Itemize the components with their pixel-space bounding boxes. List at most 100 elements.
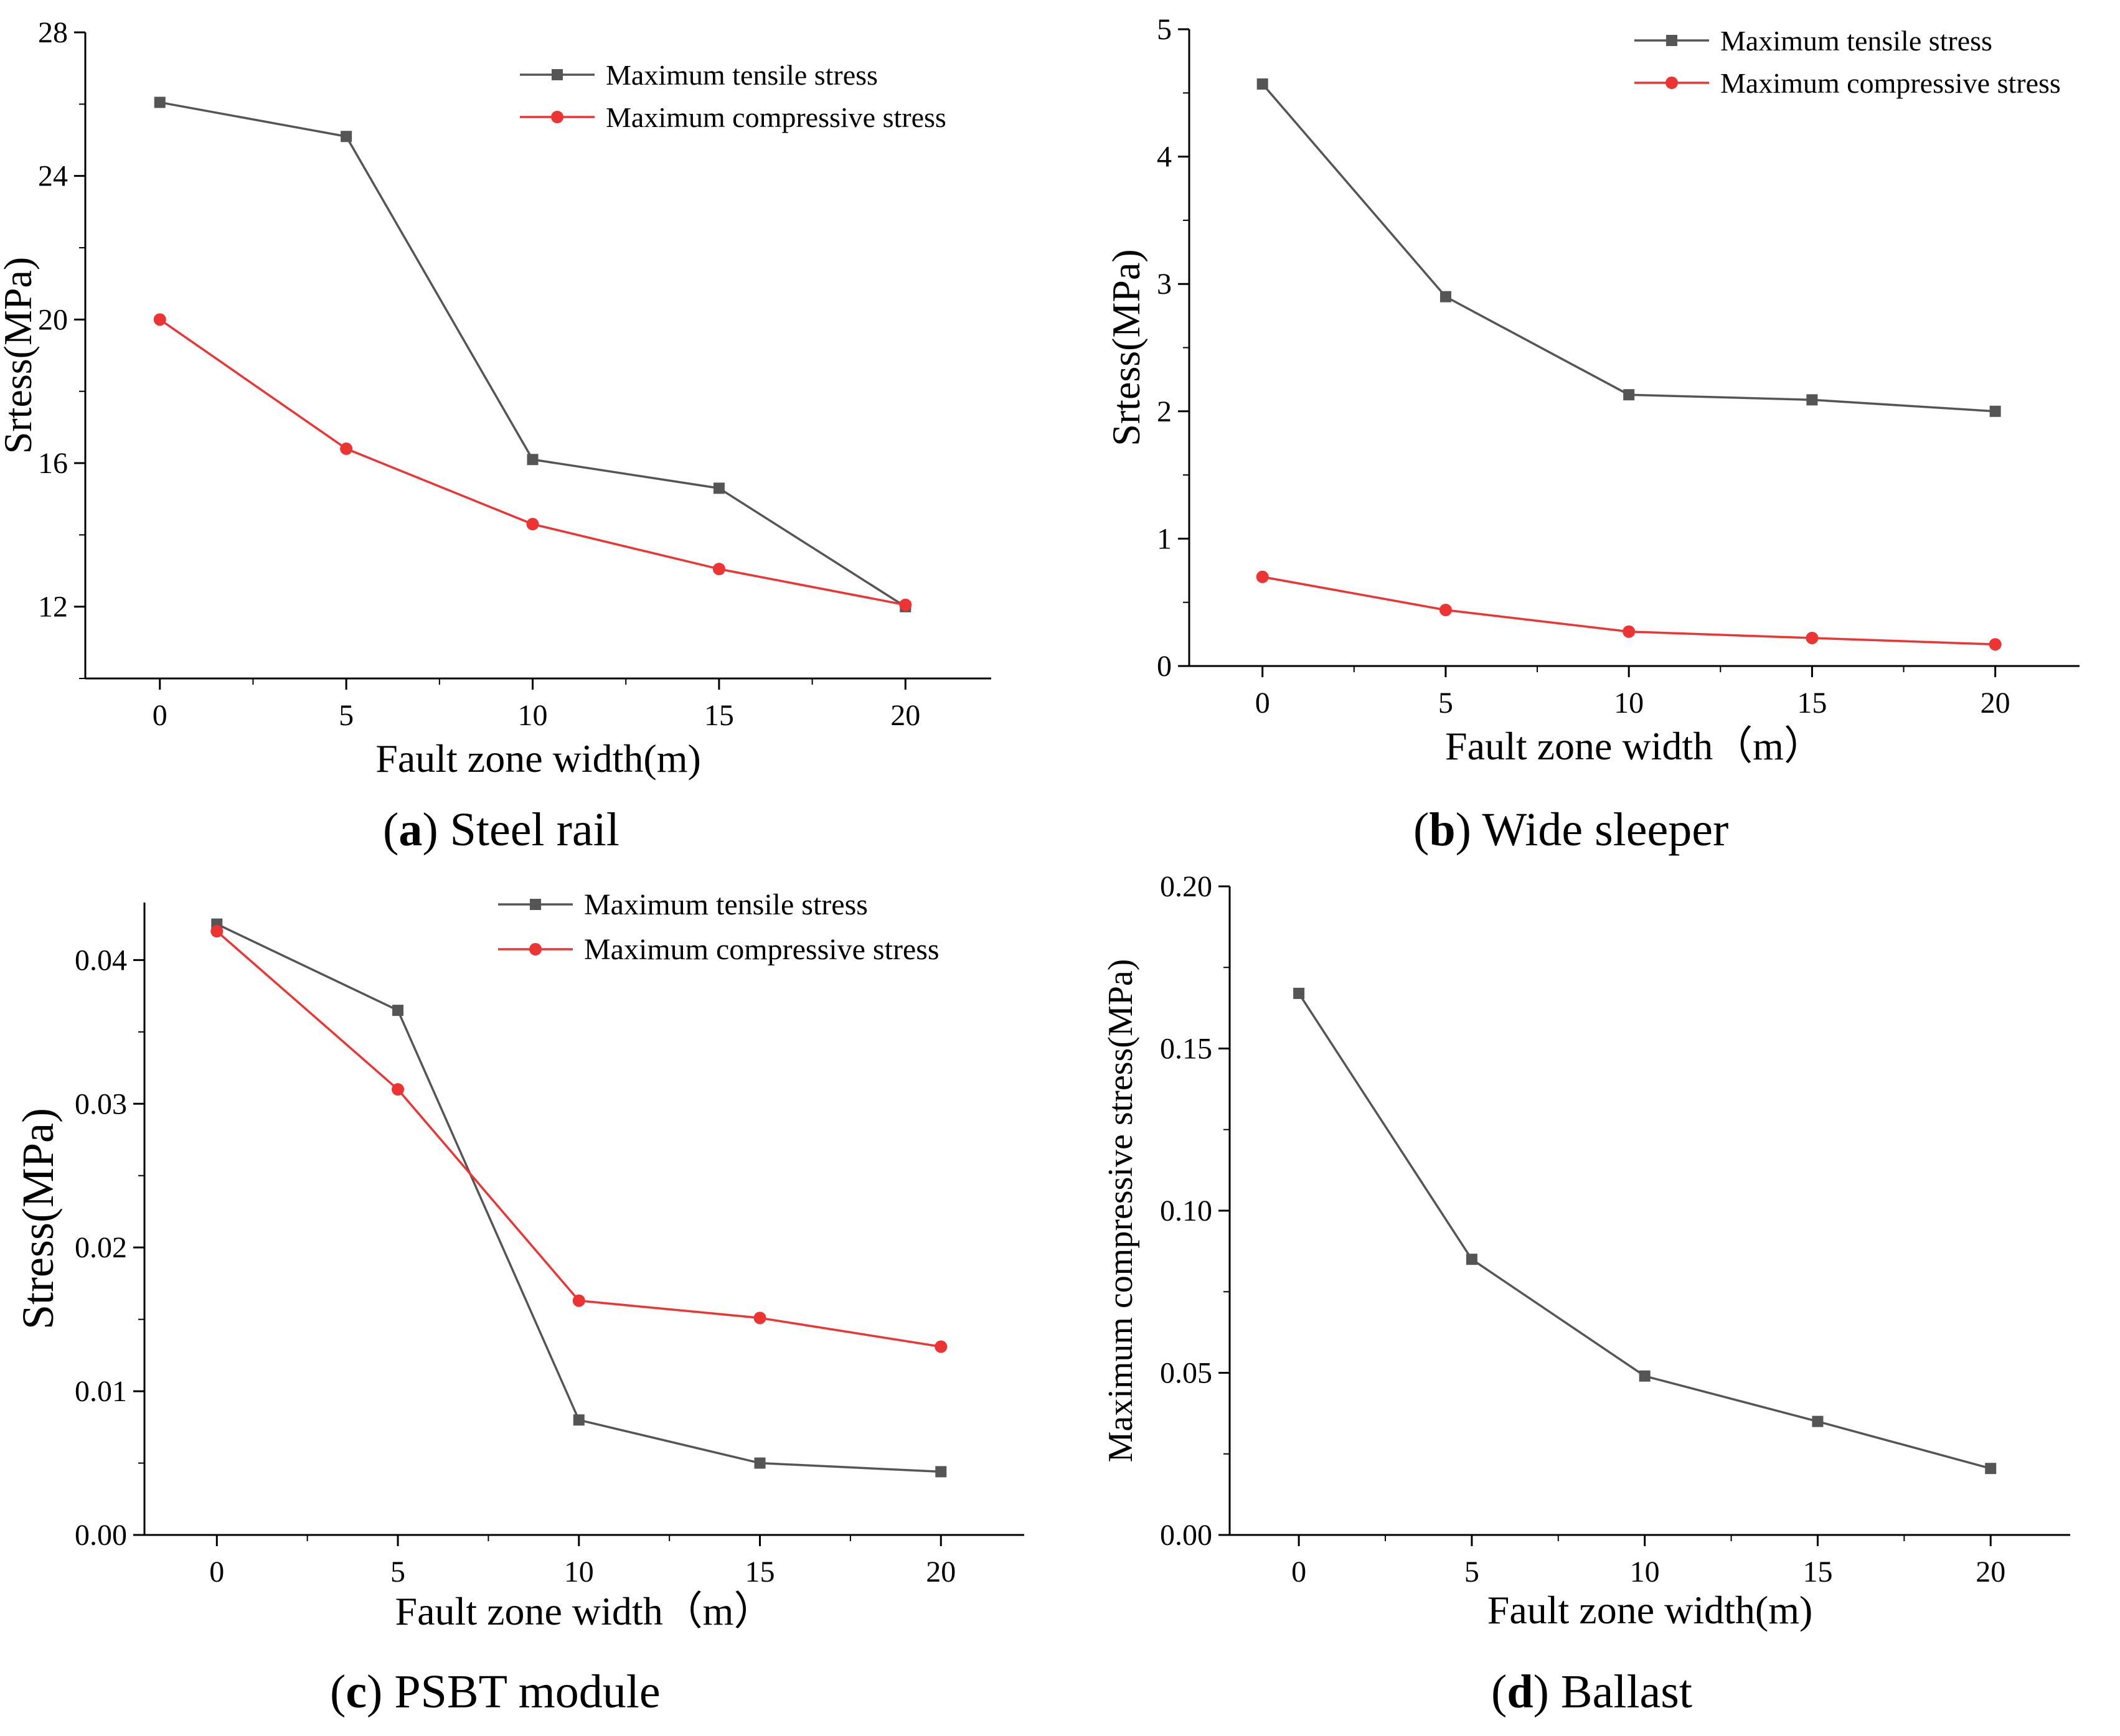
x-axis-label: Fault zone width（m） (1445, 724, 1824, 768)
x-tick-label: 15 (704, 699, 734, 732)
y-tick-label: 0.02 (75, 1231, 127, 1264)
data-point-circle (753, 1311, 766, 1325)
y-axis-label: Stress(MPa) (13, 1108, 63, 1330)
data-point-circle (153, 313, 166, 326)
data-point-circle (210, 925, 224, 938)
y-tick-label: 0.15 (1160, 1033, 1212, 1066)
x-tick-label: 0 (1291, 1555, 1306, 1588)
y-tick-label: 3 (1157, 268, 1172, 301)
caption-b-label: b (1429, 804, 1456, 856)
chart-1: 0 5 10 15 20 0 1 2 3 4 5 Fault zone width（m） Srtess(… (1104, 13, 2080, 768)
data-point-square (1985, 1463, 1997, 1475)
legend-label: Maximum tensile stress (606, 59, 878, 91)
data-point-circle (340, 442, 353, 455)
data-point-square (935, 1466, 947, 1478)
legend-label: Maximum tensile stress (1720, 25, 1992, 57)
y-tick-label: 0.01 (75, 1375, 127, 1408)
data-point-circle (1623, 625, 1636, 638)
data-point-circle (1806, 631, 1819, 644)
y-tick-label: 20 (38, 303, 68, 336)
legend-marker (530, 899, 541, 910)
series-line-0 (159, 101, 907, 608)
y-tick-label: 28 (38, 16, 68, 49)
series-line-1 (216, 930, 941, 1348)
y-tick-label: 0.04 (75, 944, 127, 977)
x-axis-label: Fault zone width(m) (1487, 1588, 1813, 1632)
x-tick-label: 15 (745, 1555, 775, 1588)
x-tick-label: 15 (1797, 687, 1827, 720)
data-point-circle (935, 1340, 948, 1353)
data-point-circle (526, 518, 539, 531)
data-point-square (341, 131, 352, 143)
data-point-square (1439, 291, 1451, 303)
data-point-square (1466, 1254, 1477, 1265)
caption-c: (c) PSBT module (330, 1666, 661, 1718)
data-point-square (392, 1005, 404, 1016)
caption-a-text: Steel rail (450, 804, 620, 856)
y-tick-label: 2 (1157, 395, 1172, 428)
data-point-circle (899, 598, 912, 611)
chart-0: 0 5 10 15 20 12 16 20 24 28 Fault zone width(m) Srt… (0, 16, 991, 781)
chart-3: 0 5 10 15 20 0.00 0.05 0.10 0.15 0.20 Fault zone w… (1101, 870, 2070, 1632)
x-tick-label: 20 (1976, 1555, 2005, 1588)
legend-label: Maximum compressive stress (1720, 67, 2061, 99)
data-point-square (1623, 389, 1635, 401)
x-tick-label: 0 (209, 1555, 224, 1588)
y-tick-label: 4 (1157, 141, 1172, 174)
y-tick-label: 24 (38, 160, 68, 193)
y-axis-label: Srtess(MPa) (1104, 249, 1148, 446)
data-point-circle (1439, 603, 1452, 616)
y-tick-label: 5 (1157, 13, 1172, 46)
x-tick-label: 10 (564, 1555, 594, 1588)
caption-d-text: Ballast (1560, 1666, 1692, 1718)
data-point-square (1639, 1370, 1651, 1382)
y-tick-label: 12 (38, 591, 68, 624)
caption-d-label: d (1507, 1666, 1533, 1718)
x-tick-label: 20 (890, 699, 920, 732)
x-tick-label: 0 (1255, 687, 1270, 720)
caption-a-label: a (398, 804, 423, 856)
y-tick-label: 1 (1157, 522, 1172, 555)
legend-label: Maximum tensile stress (584, 888, 868, 921)
y-tick-label: 0.00 (75, 1519, 127, 1552)
series-line-0 (1298, 992, 1991, 1470)
x-tick-label: 5 (339, 699, 354, 732)
x-tick-label: 20 (1981, 687, 2010, 720)
data-point-square (1256, 78, 1268, 90)
data-point-square (1293, 987, 1305, 999)
y-axis-label: Maximum compressive stress(MPa) (1101, 959, 1140, 1463)
y-tick-label: 16 (38, 447, 68, 480)
y-axis-label: Srtess(MPa) (0, 257, 40, 454)
x-tick-label: 5 (1464, 1555, 1479, 1588)
legend-marker (552, 69, 563, 80)
data-point-square (573, 1414, 585, 1426)
x-tick-label: 10 (1630, 1555, 1660, 1588)
data-point-circle (1256, 570, 1269, 583)
x-axis-label: Fault zone width（m） (395, 1589, 774, 1633)
data-point-square (1989, 405, 2001, 417)
legend-marker (1665, 77, 1678, 89)
caption-c-text: PSBT module (394, 1666, 661, 1718)
caption-b: (b) Wide sleeper (1413, 804, 1729, 856)
x-axis-label: Fault zone width(m) (375, 736, 701, 781)
x-tick-label: 10 (1614, 687, 1644, 720)
data-point-square (527, 454, 539, 466)
caption-a: (a) Steel rail (383, 804, 620, 856)
x-tick-label: 5 (390, 1555, 405, 1588)
y-tick-label: 0.20 (1160, 870, 1212, 903)
data-point-square (713, 482, 725, 494)
data-point-circle (392, 1083, 405, 1096)
x-tick-label: 10 (518, 699, 548, 732)
y-tick-label: 0.03 (75, 1087, 127, 1120)
x-tick-label: 0 (153, 699, 167, 732)
x-tick-label: 20 (926, 1555, 956, 1588)
legend-marker (529, 943, 542, 955)
legend-marker (551, 111, 563, 123)
legend-marker (1666, 35, 1677, 46)
data-point-square (154, 96, 166, 108)
y-tick-label: 0.05 (1160, 1357, 1212, 1390)
legend-label: Maximum compressive stress (584, 933, 940, 966)
series-line-0 (216, 923, 941, 1473)
x-tick-label: 5 (1438, 687, 1453, 720)
